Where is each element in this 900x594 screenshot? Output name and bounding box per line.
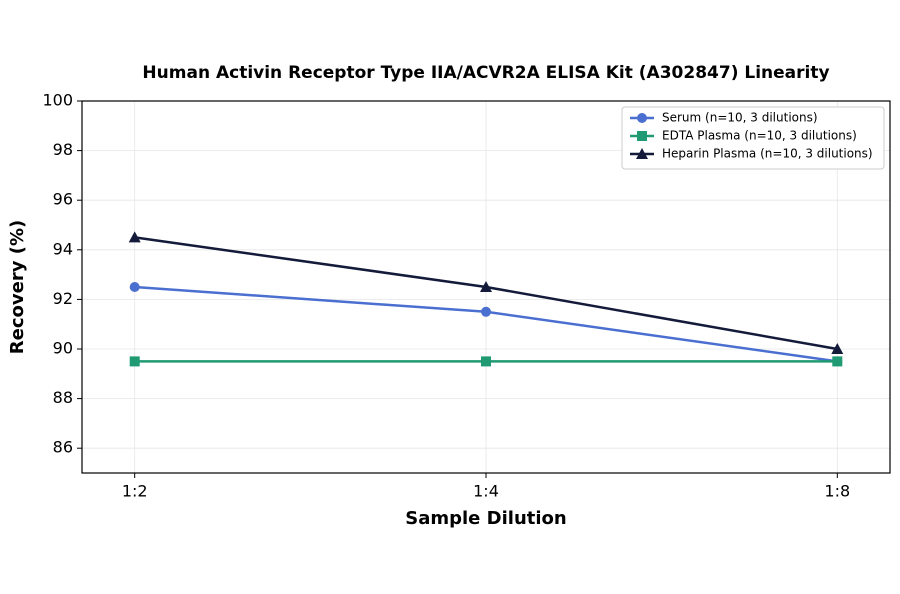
plot-frame xyxy=(81,100,891,474)
data-point xyxy=(129,282,140,292)
y-tick-label: 96 xyxy=(53,190,73,209)
legend-marker xyxy=(636,148,648,159)
data-point xyxy=(481,356,491,367)
x-tick-label: 1:8 xyxy=(824,482,850,501)
legend: Serum (n=10, 3 dilutions) EDTA Plasma (n=… xyxy=(621,106,885,170)
y-tick-label: 90 xyxy=(53,339,73,358)
y-tick-label: 86 xyxy=(53,438,73,457)
y-tick-label: 98 xyxy=(53,140,73,159)
legend-label: EDTA Plasma (n=10, 3 dilutions) xyxy=(662,129,857,143)
data-point xyxy=(128,231,141,243)
x-tick-label: 1:2 xyxy=(122,482,148,501)
legend-marker xyxy=(637,131,647,141)
y-axis-label: Recovery (%) xyxy=(7,220,28,354)
data-point xyxy=(831,343,844,354)
data-point xyxy=(480,281,492,292)
chart-title: Human Activin Receptor Type IIA/ACVR2A E… xyxy=(142,63,829,83)
data-point xyxy=(832,356,843,367)
legend-marker xyxy=(637,113,647,123)
legend-label: Heparin Plasma (n=10, 3 dilutions) xyxy=(662,147,873,161)
y-tick-label: 100 xyxy=(42,91,73,110)
data-point xyxy=(129,356,140,367)
legend-box xyxy=(621,106,885,170)
y-tick-label: 88 xyxy=(53,388,73,407)
data-point xyxy=(481,306,491,317)
legend-label: Serum (n=10, 3 dilutions) xyxy=(662,111,818,125)
y-tick-label: 94 xyxy=(53,239,73,258)
y-tick-label: 92 xyxy=(53,289,73,308)
x-axis-label: Sample Dilution xyxy=(405,508,566,529)
x-tick-label: 1:4 xyxy=(473,482,499,501)
